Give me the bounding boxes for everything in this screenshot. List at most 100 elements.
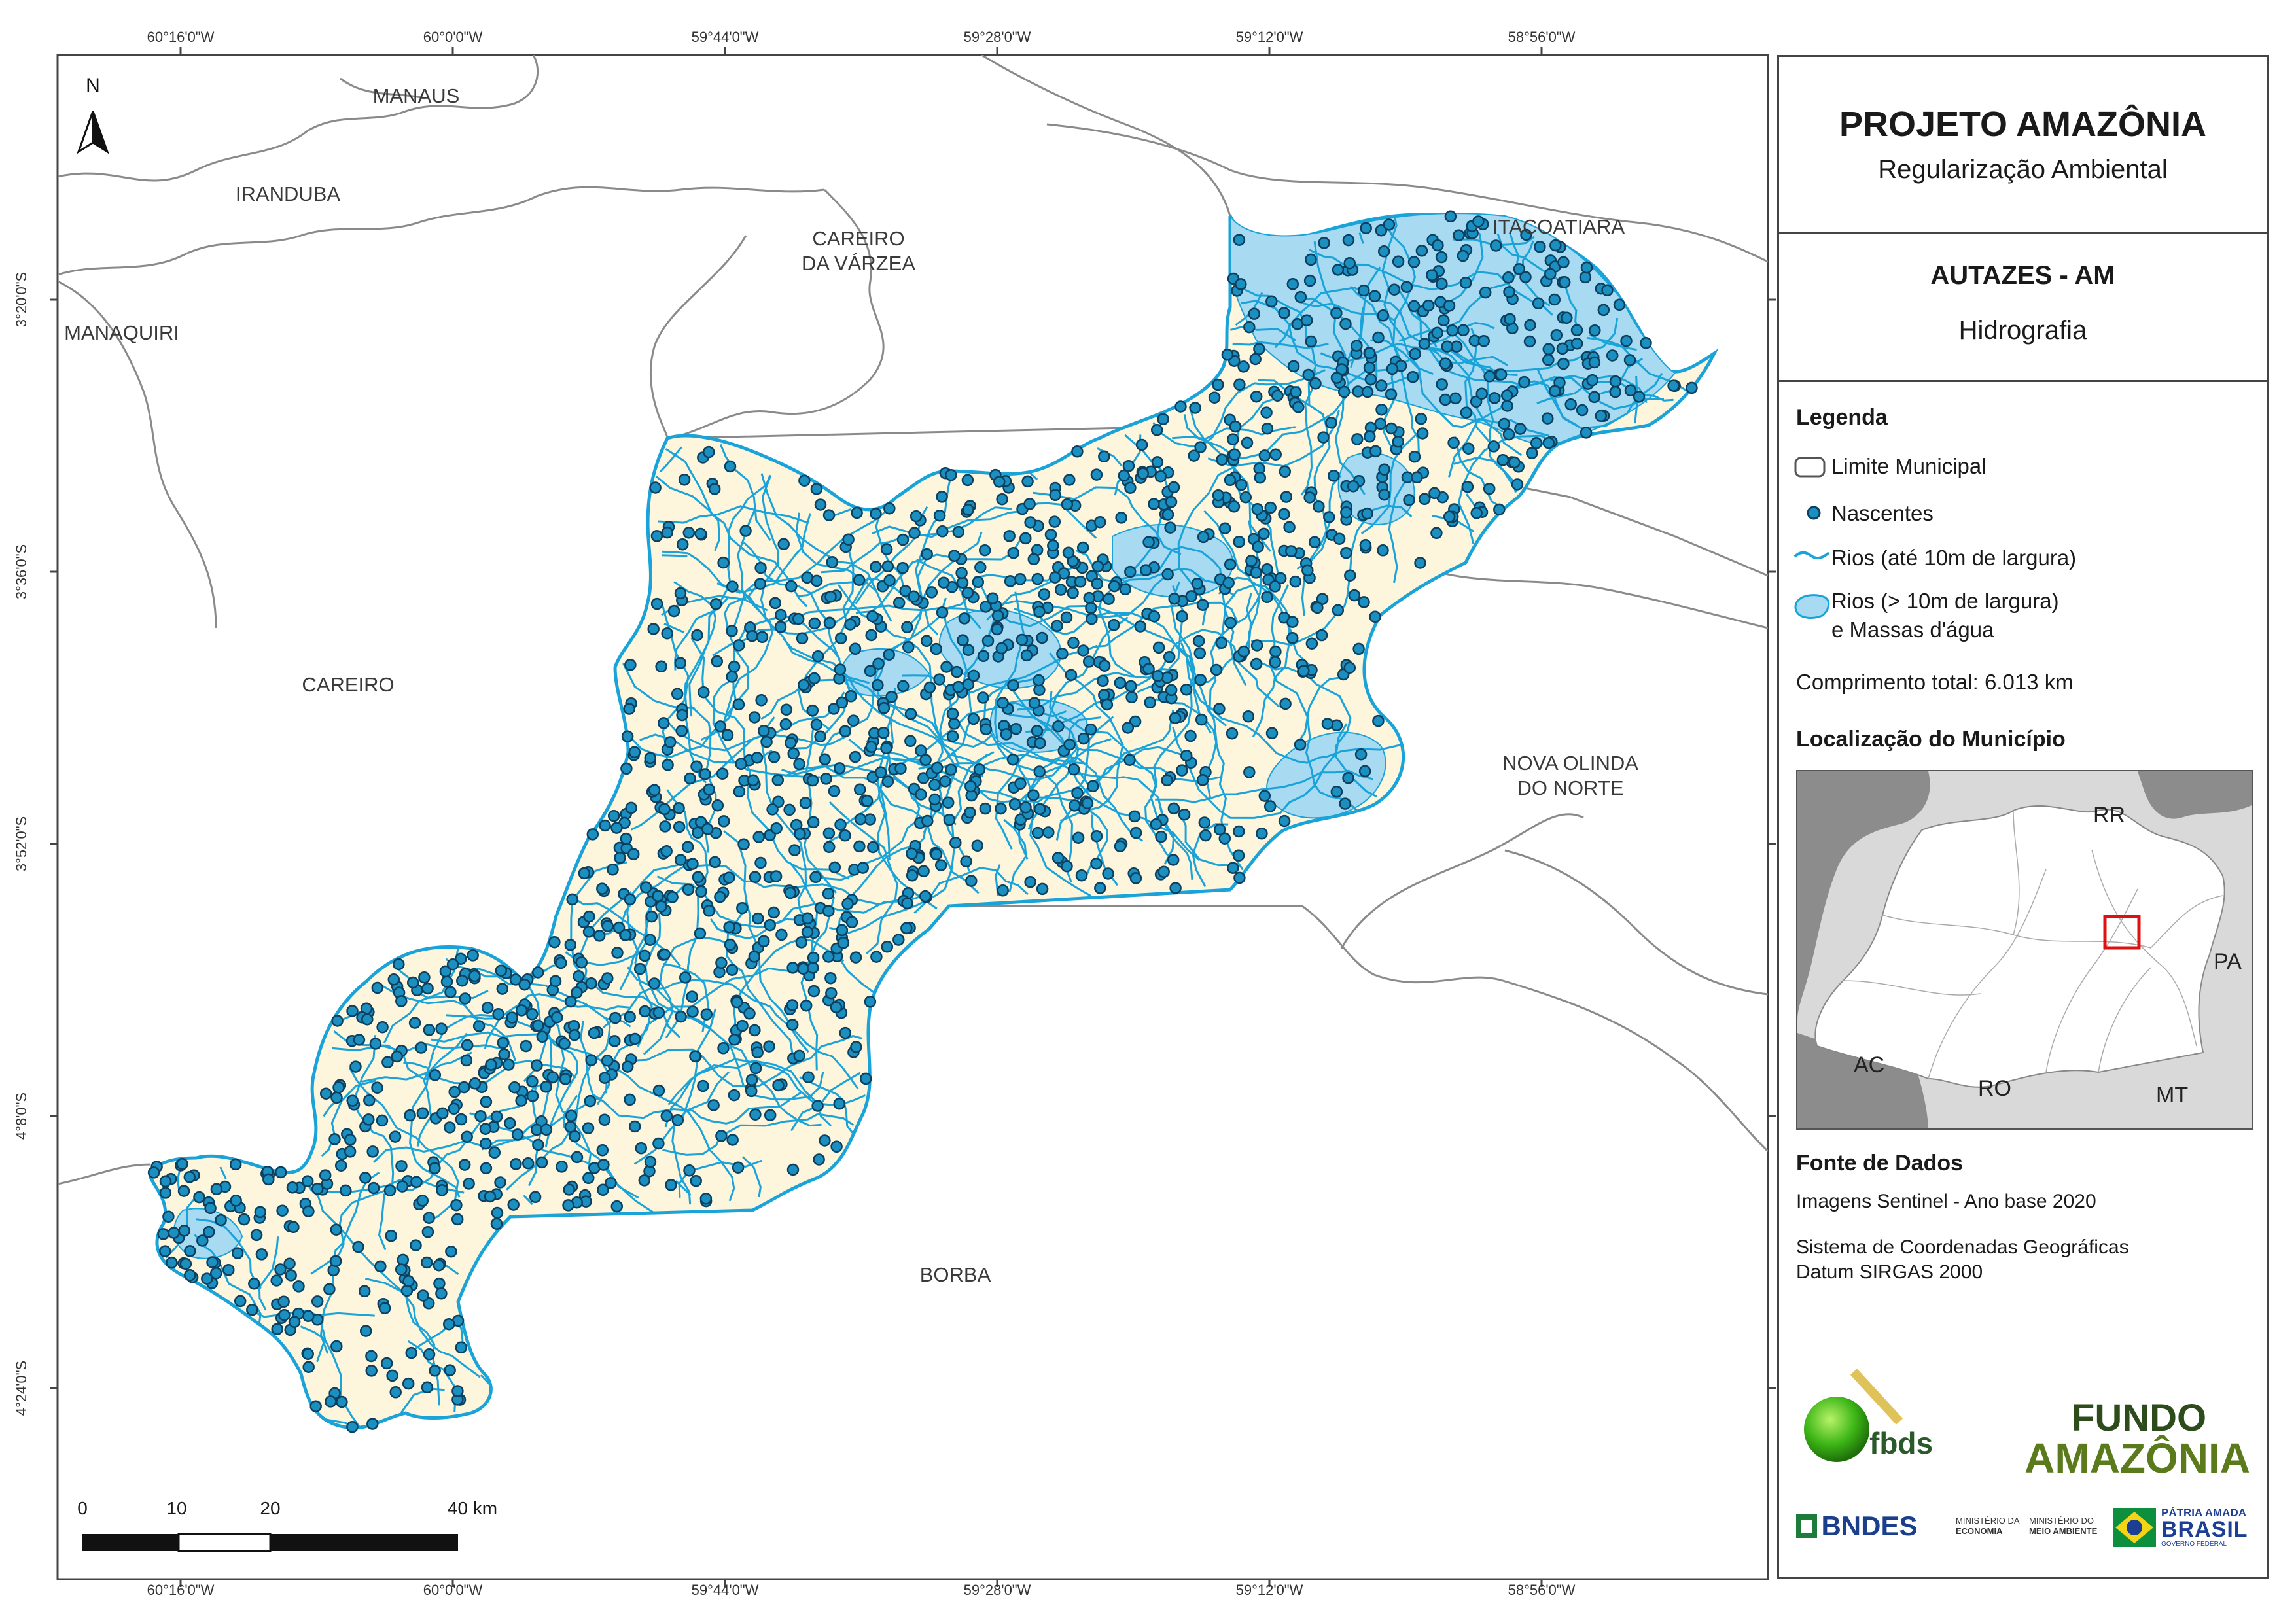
spring-point: [564, 939, 577, 951]
spring-point: [402, 1275, 415, 1287]
spring-point: [1457, 324, 1470, 337]
spring-point: [661, 526, 673, 539]
spring-point: [1415, 412, 1428, 425]
spring-point: [1218, 832, 1231, 845]
river-segment: [784, 765, 980, 894]
river-segment: [610, 1060, 735, 1202]
spring-point: [715, 1130, 728, 1142]
place-label-manaus: MANAUS: [372, 84, 460, 107]
spring-point: [381, 1056, 394, 1069]
spring-point: [406, 976, 419, 989]
spring-point: [1063, 738, 1076, 751]
spring-point: [271, 1323, 283, 1335]
river-segment: [1152, 369, 1326, 447]
latitude-label: 3°52'0"S: [13, 816, 29, 872]
spring-point: [1124, 565, 1137, 578]
spring-point: [936, 525, 949, 538]
spring-point: [371, 981, 384, 994]
longitude-label: 60°16'0"W: [147, 1582, 215, 1598]
spring-point: [1502, 428, 1515, 441]
spring-point: [819, 1134, 831, 1147]
spring-point: [325, 1395, 337, 1408]
spring-point: [1254, 471, 1267, 484]
spring-point: [702, 445, 715, 459]
spring-point: [1151, 456, 1164, 468]
spring-point: [826, 556, 839, 568]
spring-point: [421, 1381, 434, 1394]
spring-point: [1033, 803, 1046, 816]
spring-point: [1128, 810, 1141, 823]
river-segment: [1029, 691, 1091, 897]
spring-point: [1137, 467, 1150, 480]
spring-point: [1188, 449, 1201, 462]
spring-point: [1414, 557, 1426, 569]
river-segment: [662, 1113, 855, 1156]
spring-point: [800, 999, 813, 1012]
spring-point: [690, 1174, 702, 1187]
river-segment: [1029, 472, 1038, 481]
spring-point: [961, 586, 974, 599]
spring-point: [939, 775, 951, 788]
spring-point: [511, 1128, 524, 1141]
spring-point: [361, 1013, 374, 1026]
spring-point: [949, 836, 962, 849]
place-label-careiro-varzea: CAREIRO DA VÁRZEA: [802, 227, 915, 275]
spring-point: [1003, 530, 1016, 542]
spring-point: [674, 657, 687, 669]
spring-point: [644, 1155, 657, 1168]
spring-point: [1019, 801, 1032, 814]
spring-point: [847, 714, 860, 727]
spring-point: [652, 1137, 665, 1150]
spring-point: [754, 561, 767, 574]
spring-point: [1098, 450, 1110, 463]
spring-point: [1102, 867, 1114, 880]
spring-point: [850, 1041, 862, 1053]
spring-point: [1633, 391, 1646, 403]
spring-point: [1210, 663, 1223, 676]
spring-point: [418, 971, 431, 984]
spring-point: [758, 935, 770, 947]
spring-point: [671, 688, 684, 701]
spring-point: [531, 1059, 543, 1072]
spring-point: [485, 1058, 497, 1071]
legend-label-small-rivers: Rios (até 10m de largura): [1831, 546, 2077, 570]
spring-point: [598, 1072, 611, 1084]
river-segment: [1298, 297, 1378, 396]
spring-point: [1155, 830, 1167, 843]
spring-point: [1579, 271, 1592, 284]
river-segment: [1059, 716, 1158, 826]
spring-point: [845, 916, 858, 929]
spring-point: [455, 1341, 468, 1354]
spring-point: [274, 1166, 287, 1179]
spring-point: [730, 996, 743, 1009]
spring-point: [1150, 818, 1163, 831]
spring-point: [1174, 400, 1187, 413]
spring-point: [1135, 438, 1148, 451]
spring-point: [454, 952, 467, 965]
spring-point: [1313, 500, 1325, 513]
legend-heading: Legenda: [1796, 405, 1888, 430]
spring-point: [363, 1094, 376, 1107]
spring-point: [376, 1114, 389, 1127]
spring-point: [1208, 391, 1221, 404]
legend-label-boundary: Limite Municipal: [1831, 454, 1987, 478]
longitude-label: 60°0'0"W: [423, 29, 483, 45]
spring-point: [309, 1400, 322, 1412]
spring-point: [346, 1420, 359, 1433]
river-segment: [673, 581, 716, 717]
spring-point: [1004, 575, 1017, 587]
location-heading: Localização do Município: [1796, 727, 2066, 752]
spring-point: [1176, 764, 1188, 777]
river-segment: [662, 554, 688, 557]
spring-point: [686, 858, 699, 870]
spring-point: [1435, 251, 1448, 264]
spring-point: [474, 1109, 487, 1123]
river-segment: [760, 473, 892, 622]
spring-point: [1422, 299, 1435, 312]
spring-point: [1498, 417, 1511, 430]
spring-point: [416, 1195, 429, 1207]
spring-point: [396, 1180, 409, 1193]
spring-point: [1184, 729, 1197, 742]
river-segment: [655, 475, 721, 551]
spring-point: [1124, 481, 1137, 494]
